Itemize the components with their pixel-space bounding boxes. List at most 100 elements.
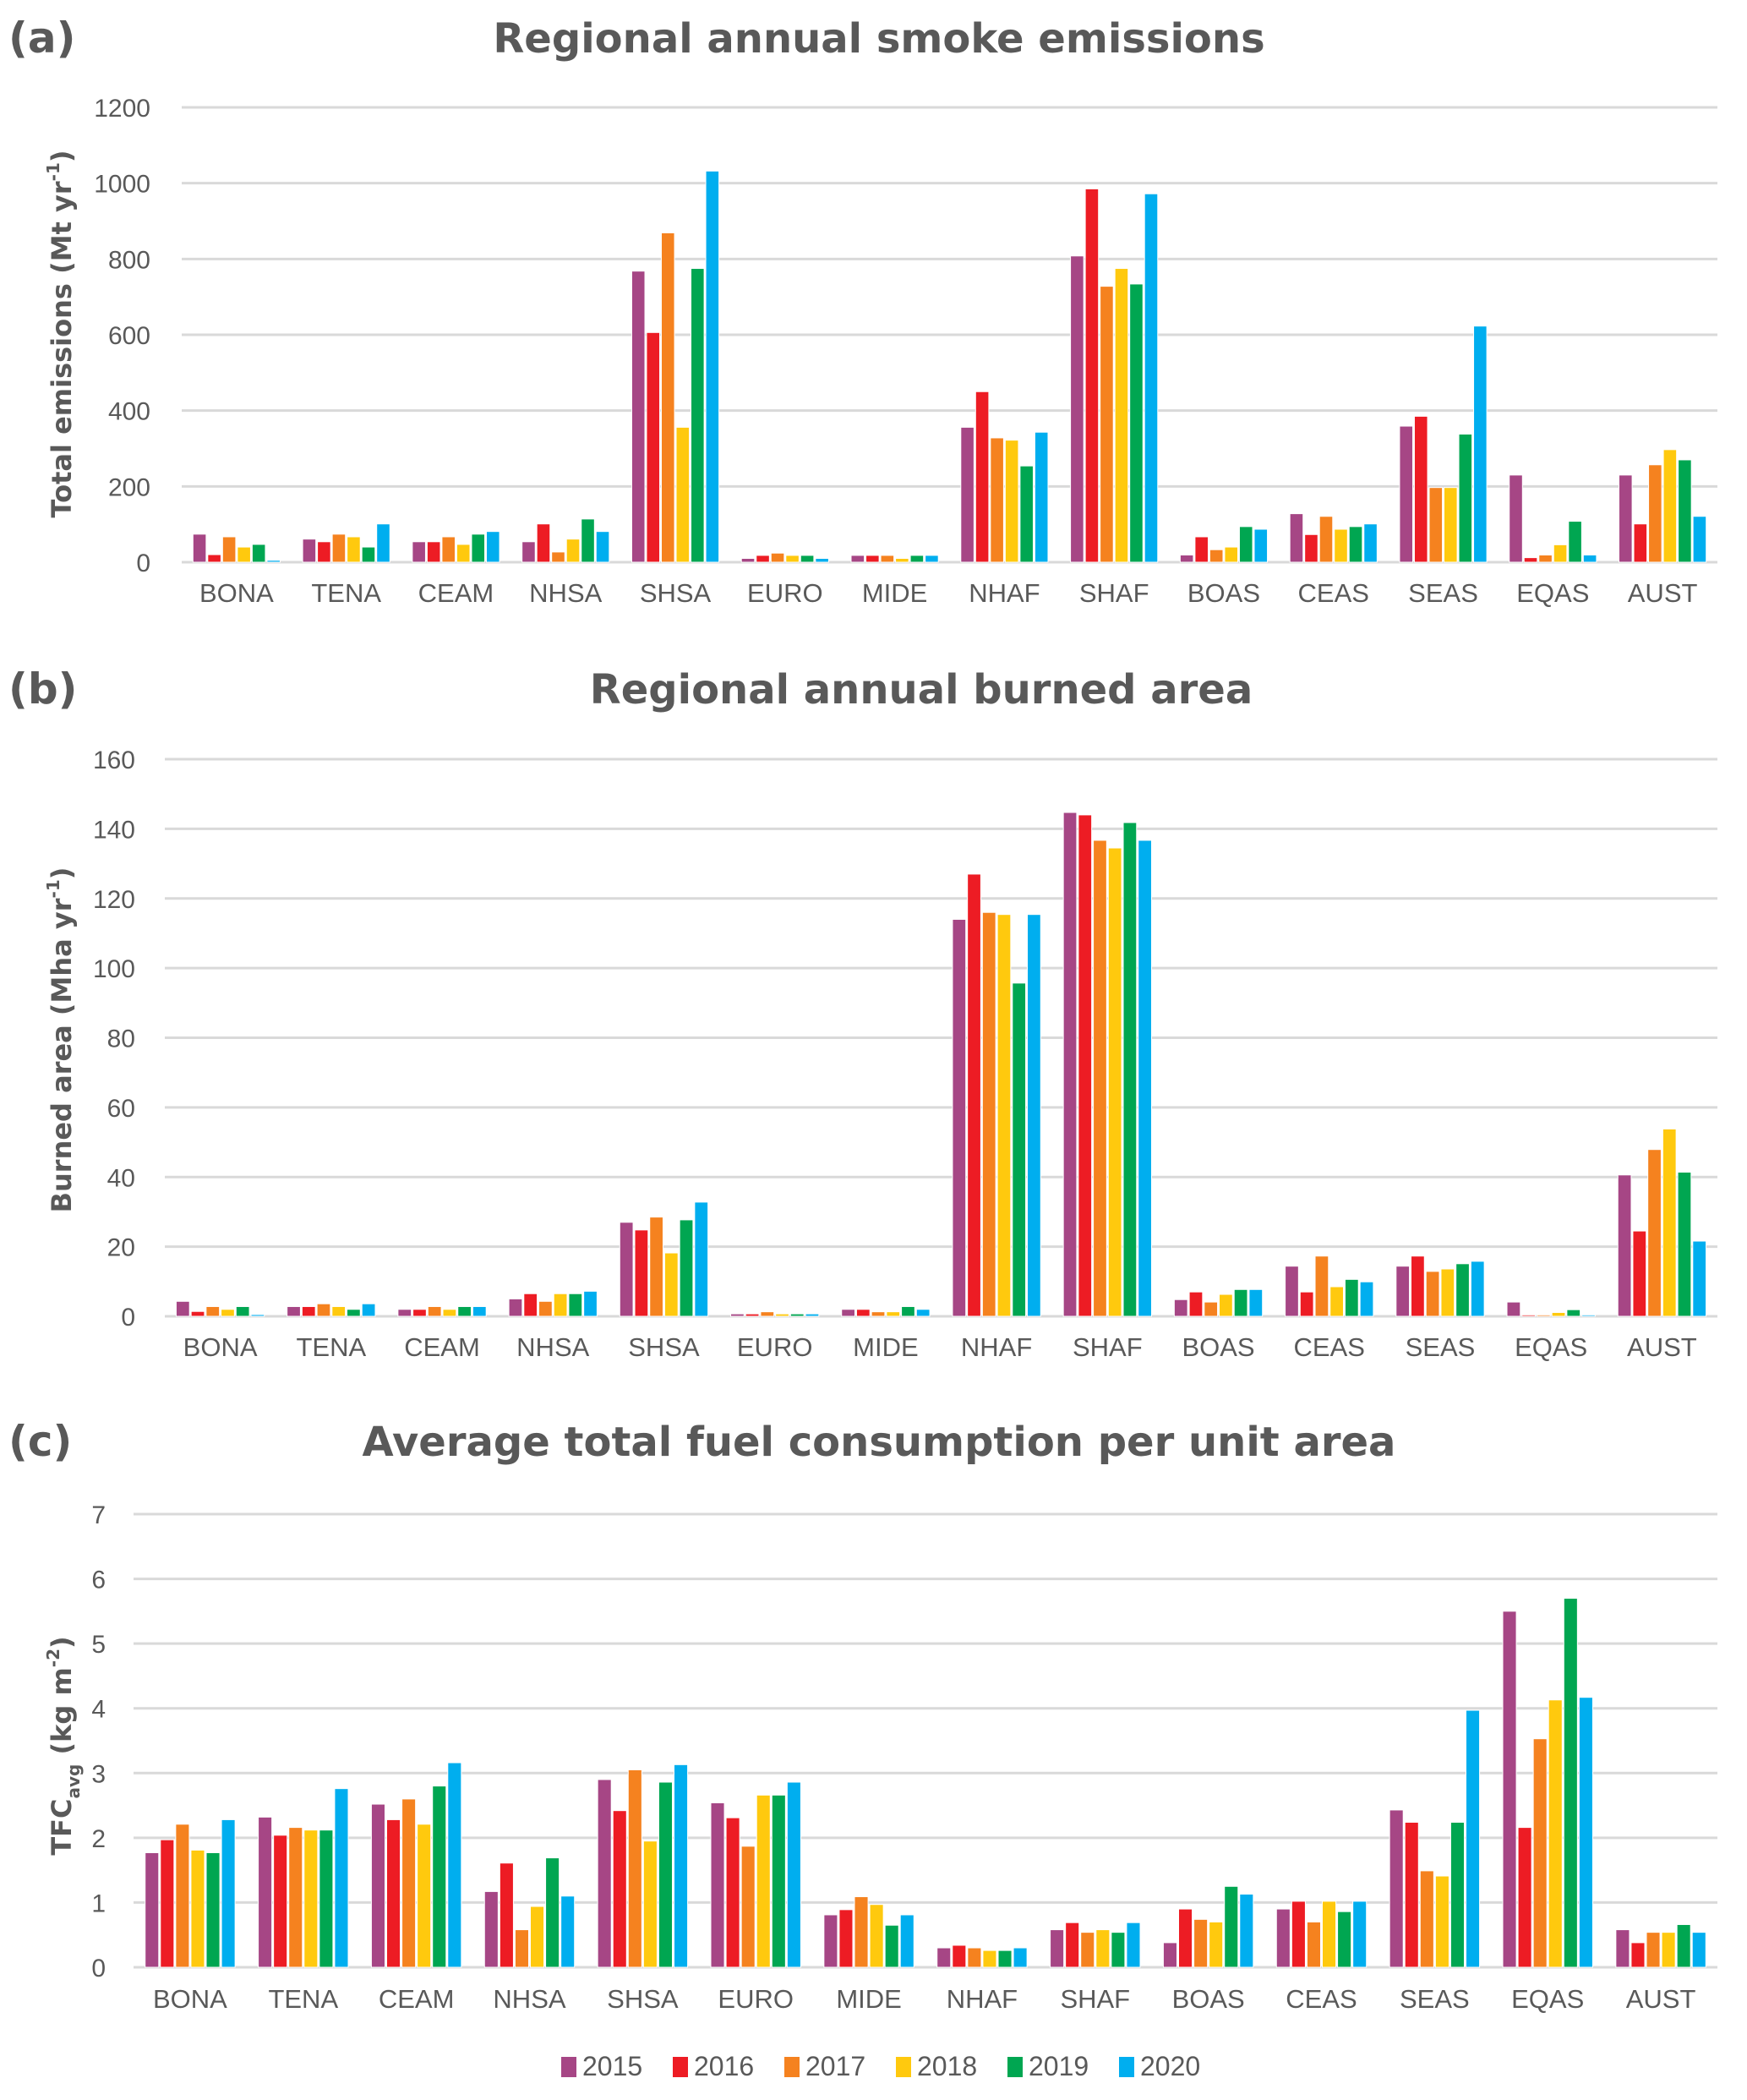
y-tick-label: 600	[108, 322, 150, 350]
bar-seas-2017	[1428, 487, 1444, 563]
bar-ceam-2016	[426, 541, 441, 563]
legend-item-2019: 2019	[1007, 2051, 1089, 2081]
x-tick-label: CEAM	[418, 578, 494, 608]
bar-nhsa-2018	[530, 1906, 545, 1968]
bar-tena-2019	[361, 546, 376, 563]
legend-item-2016: 2016	[673, 2051, 754, 2081]
bar-eqas-2019	[1566, 1309, 1581, 1317]
bar-mide-2019	[901, 1305, 915, 1317]
legend-item-2020: 2020	[1119, 2051, 1200, 2081]
bar-eqas-2019	[1568, 521, 1582, 563]
y-axis-title-sup: -1	[43, 879, 63, 898]
legend-label: 2015	[582, 2051, 642, 2081]
bar-ceas-2020	[1359, 1281, 1374, 1317]
bar-aust-2015	[1617, 1174, 1632, 1317]
chart-title: Regional annual smoke emissions	[493, 15, 1264, 63]
bar-nhaf-2020	[1027, 914, 1041, 1317]
bar-euro-2020	[805, 1313, 820, 1317]
bar-seas-2018	[1434, 1875, 1449, 1968]
y-tick-label: 800	[108, 246, 150, 274]
bar-ceas-2019	[1337, 1911, 1352, 1968]
bar-nhsa-2017	[514, 1929, 529, 1968]
bar-nhsa-2016	[523, 1293, 538, 1317]
bar-euro-2016	[725, 1817, 740, 1968]
bar-seas-2015	[1399, 425, 1414, 563]
legend-swatch	[673, 2057, 688, 2077]
bar-nhaf-2018	[996, 914, 1012, 1317]
bar-bona-2018	[221, 1309, 235, 1317]
bar-bona-2016	[190, 1310, 205, 1317]
x-tick-label: SHSA	[640, 578, 712, 608]
bar-aust-2020	[1692, 1240, 1707, 1317]
y-axis-title: Burned area (Mha yr-1)	[43, 867, 78, 1213]
bar-ceam-2020	[485, 531, 500, 563]
bar-shsa-2018	[642, 1840, 658, 1968]
bar-shaf-2020	[1126, 1922, 1141, 1968]
bar-aust-2015	[1615, 1929, 1630, 1968]
bar-nhaf-2017	[990, 437, 1004, 563]
bar-seas-2015	[1389, 1809, 1404, 1968]
bar-euro-2015	[740, 558, 756, 563]
bar-shsa-2017	[627, 1769, 642, 1968]
y-tick-label: 1	[91, 1889, 106, 1917]
chart-title: Average total fuel consumption per unit …	[363, 1419, 1396, 1466]
bar-tena-2016	[317, 541, 331, 563]
legend-item-2018: 2018	[896, 2051, 977, 2081]
bar-aust-2016	[1630, 1942, 1646, 1968]
y-tick-label: 4	[91, 1696, 106, 1724]
bar-mide-2018	[895, 558, 909, 563]
bar-ceas-2019	[1344, 1278, 1359, 1317]
bar-shaf-2016	[1084, 188, 1100, 563]
bar-shsa-2016	[646, 331, 661, 563]
x-tick-label: NHAF	[969, 578, 1040, 608]
x-tick-label: TENA	[296, 1332, 366, 1362]
bar-seas-2017	[1419, 1870, 1434, 1968]
x-tick-label: BONA	[199, 578, 274, 608]
y-tick-label: 120	[93, 886, 135, 914]
bar-eqas-2020	[1582, 554, 1597, 563]
bar-nhaf-2015	[960, 426, 974, 563]
bar-bona-2019	[251, 544, 266, 563]
y-tick-label: 7	[91, 1501, 106, 1529]
bar-seas-2018	[1440, 1268, 1455, 1317]
x-tick-label: EQAS	[1516, 578, 1589, 608]
legend-swatch	[896, 2057, 911, 2077]
legend-label: 2016	[694, 2051, 754, 2081]
bar-ceas-2017	[1314, 1255, 1329, 1317]
bar-euro-2017	[760, 1311, 775, 1317]
bar-euro-2017	[770, 552, 785, 563]
bar-bona-2019	[235, 1305, 250, 1317]
bar-boas-2016	[1188, 1291, 1204, 1317]
bar-bona-2020	[250, 1314, 265, 1317]
bar-mide-2020	[899, 1914, 914, 1968]
bar-aust-2018	[1661, 1932, 1676, 1968]
bar-shaf-2016	[1078, 814, 1093, 1317]
bar-mide-2015	[850, 555, 865, 563]
bar-shsa-2019	[691, 268, 705, 563]
category-labels: BONA TENA CEAM NHSA SHSA EURO MIDE NHAF SHAF BOAS…	[183, 1332, 1697, 1362]
bar-ceam-2017	[401, 1798, 417, 1968]
bar-tena-2020	[376, 523, 390, 563]
x-tick-label: NHSA	[516, 1332, 589, 1362]
bar-shsa-2020	[694, 1201, 709, 1317]
bar-boas-2015	[1162, 1942, 1177, 1968]
bar-aust-2015	[1619, 474, 1633, 563]
bar-nhsa-2017	[551, 551, 565, 563]
bar-euro-2015	[710, 1802, 725, 1968]
bar-mide-2017	[871, 1311, 886, 1317]
y-axis-title: Total emissions (Mt yr-1)	[43, 150, 78, 518]
bar-mide-2018	[869, 1904, 884, 1968]
bar-ceam-2020	[472, 1305, 487, 1317]
bar-ceam-2015	[397, 1309, 412, 1317]
bar-ceam-2016	[412, 1309, 427, 1317]
bar-shaf-2019	[1111, 1932, 1126, 1968]
bar-tena-2020	[361, 1303, 376, 1317]
bar-euro-2018	[785, 555, 800, 563]
y-tick-label: 5	[91, 1631, 106, 1659]
bar-mide-2015	[841, 1309, 855, 1317]
bar-bona-2019	[205, 1851, 221, 1968]
y-tick-label: 0	[136, 550, 150, 577]
bar-seas-2020	[1473, 325, 1488, 563]
bar-shsa-2018	[663, 1252, 679, 1317]
y-tick-labels: 0 20 40 60 80 100 120 140 160	[93, 746, 135, 1332]
